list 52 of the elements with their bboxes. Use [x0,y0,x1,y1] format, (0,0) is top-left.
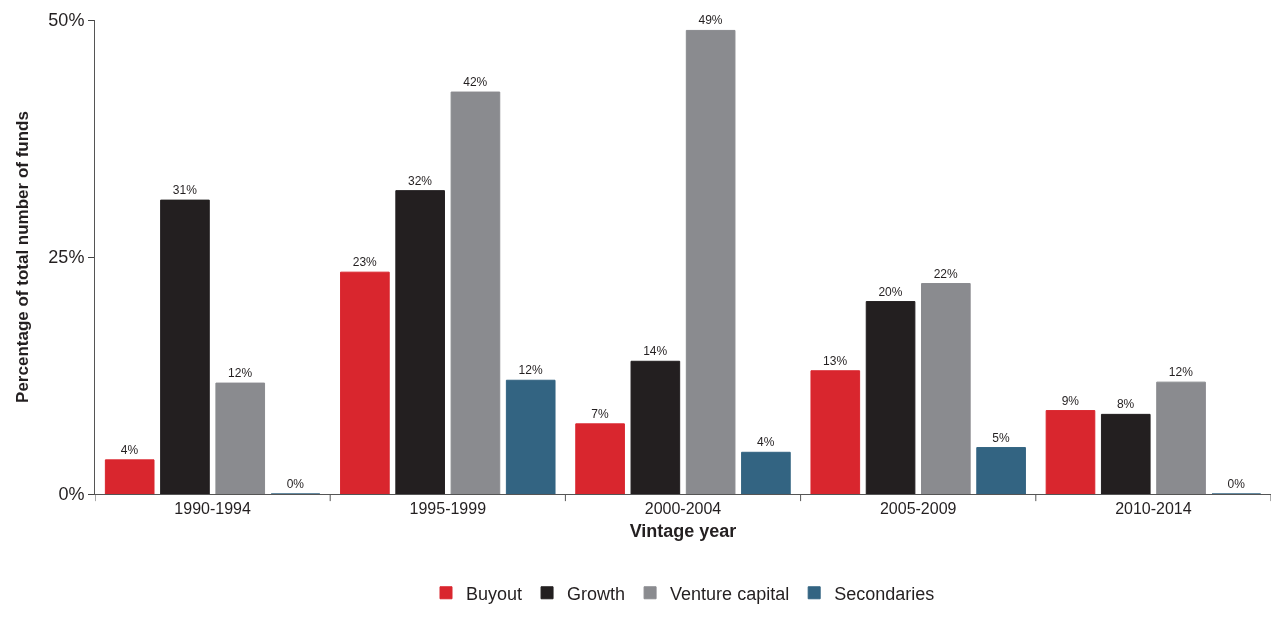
y-tick-label: 50% [48,10,85,31]
x-axis-title: Vintage year [629,521,737,542]
data-label: 22% [933,266,959,281]
x-tick-label: 2005-2009 [879,500,957,518]
y-tick-label: 0% [58,484,85,505]
data-label: 4% [757,435,775,450]
legend-label: Buyout [466,583,523,604]
x-tick-label: 2000-2004 [644,500,722,518]
data-label: 23% [352,255,378,270]
bar [575,423,625,494]
bar [630,360,681,494]
data-label: 32% [407,173,433,188]
data-label: 8% [1116,397,1135,412]
data-label: 42% [463,75,488,90]
x-tick-label: 2010-2014 [1115,500,1192,518]
data-label: 7% [591,406,609,421]
bar [741,451,791,494]
legend-label: Secondaries [834,583,935,604]
data-label: 49% [698,13,723,28]
data-label: 4% [120,442,139,457]
x-tick-label: 1995-1999 [409,500,487,518]
data-label: 0% [286,477,305,491]
x-tick-label: 1990-1994 [174,500,251,518]
bar [104,459,155,494]
bar [1100,413,1151,494]
data-label: 14% [643,344,668,359]
bar [450,91,501,494]
data-label: 5% [992,430,1010,445]
bar [810,370,861,494]
data-label: 0% [1227,477,1246,491]
y-tick-label: 25% [48,247,85,268]
bar [865,301,916,494]
data-label: 13% [823,353,848,368]
bar [976,447,1026,494]
data-label: 20% [878,284,903,299]
data-label: 9% [1061,393,1080,408]
data-label: 12% [1168,365,1194,380]
bar [1156,381,1206,494]
bar [1045,410,1096,494]
legend-label: Venture capital [670,583,790,604]
bar [215,382,266,494]
bar [921,283,971,494]
data-label: 12% [228,366,253,381]
bar [395,190,445,494]
bar [685,29,736,494]
data-label: 12% [518,363,543,378]
bar [160,199,210,494]
bar [340,271,390,494]
legend-label: Growth [567,583,626,604]
data-label: 31% [172,183,198,198]
bar [505,379,556,494]
y-axis-title: Percentage of total number of funds [12,111,32,403]
